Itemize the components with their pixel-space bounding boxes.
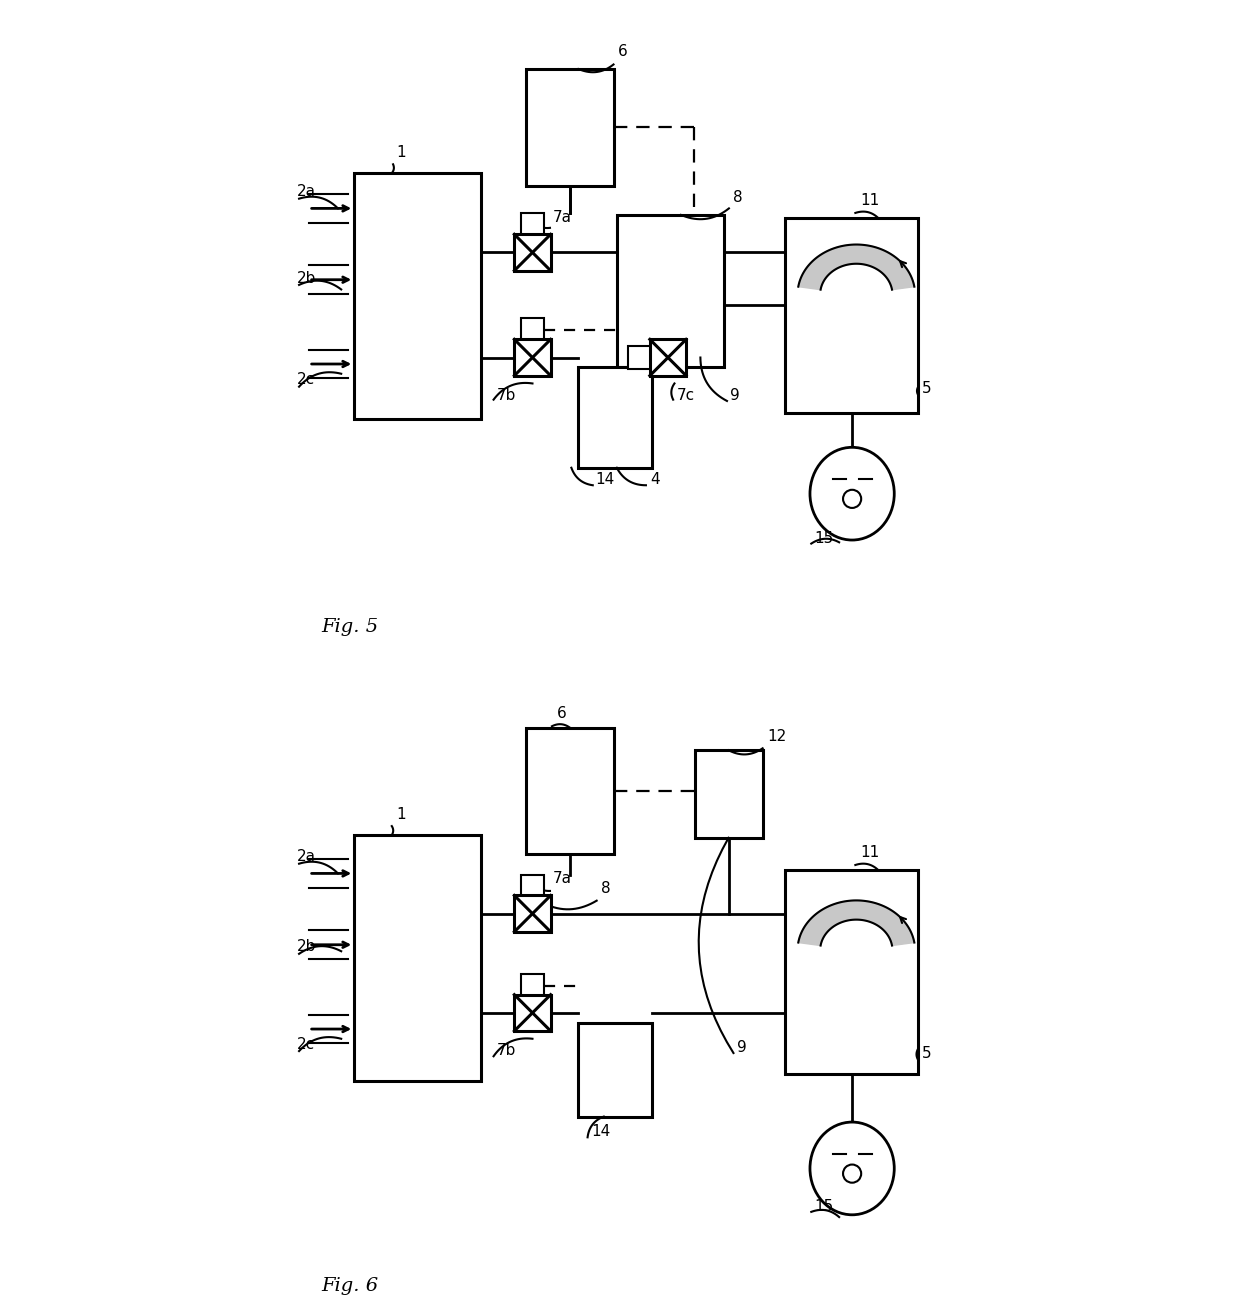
FancyBboxPatch shape: [616, 215, 724, 367]
Text: 14: 14: [590, 1124, 610, 1139]
Text: 8: 8: [600, 882, 610, 896]
Text: 2b: 2b: [298, 270, 316, 286]
Text: 6: 6: [618, 45, 627, 59]
FancyBboxPatch shape: [355, 173, 481, 419]
Polygon shape: [799, 244, 914, 290]
Text: 1: 1: [397, 807, 405, 821]
Text: Fig. 5: Fig. 5: [321, 618, 379, 636]
Text: 9: 9: [730, 388, 740, 403]
Text: 2a: 2a: [298, 849, 316, 863]
Text: 2a: 2a: [298, 184, 316, 198]
FancyBboxPatch shape: [578, 367, 652, 468]
Text: 7c: 7c: [676, 388, 694, 403]
Text: 2c: 2c: [298, 371, 315, 387]
FancyBboxPatch shape: [521, 974, 544, 997]
FancyBboxPatch shape: [578, 1022, 652, 1117]
FancyBboxPatch shape: [785, 218, 919, 413]
FancyBboxPatch shape: [694, 750, 763, 838]
Text: 15: 15: [815, 1199, 833, 1214]
Text: 7a: 7a: [553, 210, 572, 224]
Text: 11: 11: [859, 845, 879, 861]
Text: 2c: 2c: [298, 1036, 315, 1052]
Text: 12: 12: [768, 728, 786, 744]
Text: 6: 6: [557, 706, 567, 722]
Text: 7a: 7a: [553, 871, 572, 887]
FancyBboxPatch shape: [650, 340, 686, 375]
FancyBboxPatch shape: [515, 235, 551, 270]
Text: 5: 5: [921, 382, 931, 396]
FancyBboxPatch shape: [515, 340, 551, 375]
Polygon shape: [799, 900, 914, 946]
Text: 15: 15: [815, 530, 833, 546]
Text: 9: 9: [737, 1040, 746, 1055]
Text: 8: 8: [734, 190, 743, 205]
FancyBboxPatch shape: [355, 834, 481, 1081]
Text: 1: 1: [397, 144, 405, 160]
FancyBboxPatch shape: [521, 213, 544, 236]
Text: 7b: 7b: [497, 388, 516, 403]
FancyBboxPatch shape: [521, 318, 544, 341]
FancyBboxPatch shape: [515, 896, 551, 932]
FancyBboxPatch shape: [785, 870, 919, 1075]
FancyBboxPatch shape: [526, 728, 614, 854]
Text: 7b: 7b: [497, 1043, 516, 1059]
FancyBboxPatch shape: [521, 875, 544, 899]
FancyBboxPatch shape: [526, 70, 614, 186]
FancyBboxPatch shape: [515, 994, 551, 1031]
Text: 11: 11: [859, 193, 879, 209]
Text: 14: 14: [595, 472, 615, 487]
Text: 4: 4: [650, 472, 660, 487]
Text: Fig. 6: Fig. 6: [321, 1277, 379, 1295]
FancyBboxPatch shape: [629, 346, 652, 369]
Text: 2b: 2b: [298, 939, 316, 954]
Text: 5: 5: [921, 1047, 931, 1061]
